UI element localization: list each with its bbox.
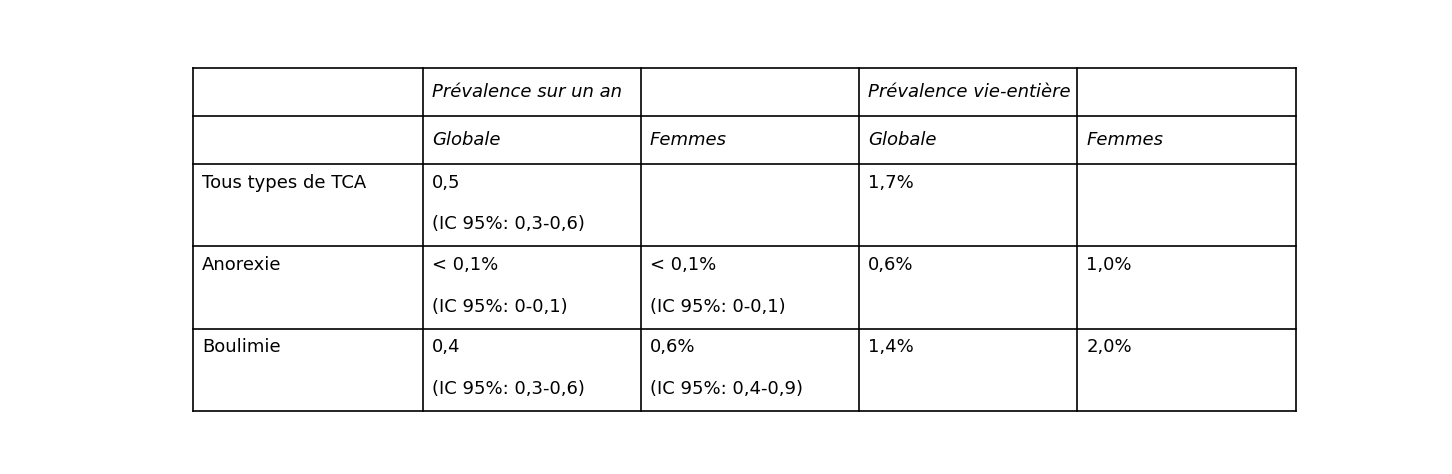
Text: Globale: Globale: [431, 131, 501, 149]
Text: Femmes: Femmes: [1086, 131, 1163, 149]
Text: 0,5

(IC 95%: 0,3-0,6): 0,5 (IC 95%: 0,3-0,6): [431, 174, 585, 233]
Text: 1,4%: 1,4%: [868, 338, 913, 356]
Text: < 0,1%

(IC 95%: 0-0,1): < 0,1% (IC 95%: 0-0,1): [431, 256, 568, 316]
Text: Tous types de TCA: Tous types de TCA: [202, 174, 366, 192]
Text: 0,4

(IC 95%: 0,3-0,6): 0,4 (IC 95%: 0,3-0,6): [431, 338, 585, 398]
Text: 0,6%

(IC 95%: 0,4-0,9): 0,6% (IC 95%: 0,4-0,9): [650, 338, 803, 398]
Text: Prévalence sur un an: Prévalence sur un an: [431, 83, 621, 101]
Text: 0,6%: 0,6%: [868, 256, 913, 274]
Text: Boulimie: Boulimie: [202, 338, 280, 356]
Text: Globale: Globale: [868, 131, 937, 149]
Text: Prévalence vie-entière: Prévalence vie-entière: [868, 83, 1070, 101]
Text: < 0,1%

(IC 95%: 0-0,1): < 0,1% (IC 95%: 0-0,1): [650, 256, 786, 316]
Text: 2,0%: 2,0%: [1086, 338, 1133, 356]
Text: 1,0%: 1,0%: [1086, 256, 1133, 274]
Text: 1,7%: 1,7%: [868, 174, 913, 192]
Text: Femmes: Femmes: [650, 131, 727, 149]
Text: Anorexie: Anorexie: [202, 256, 282, 274]
